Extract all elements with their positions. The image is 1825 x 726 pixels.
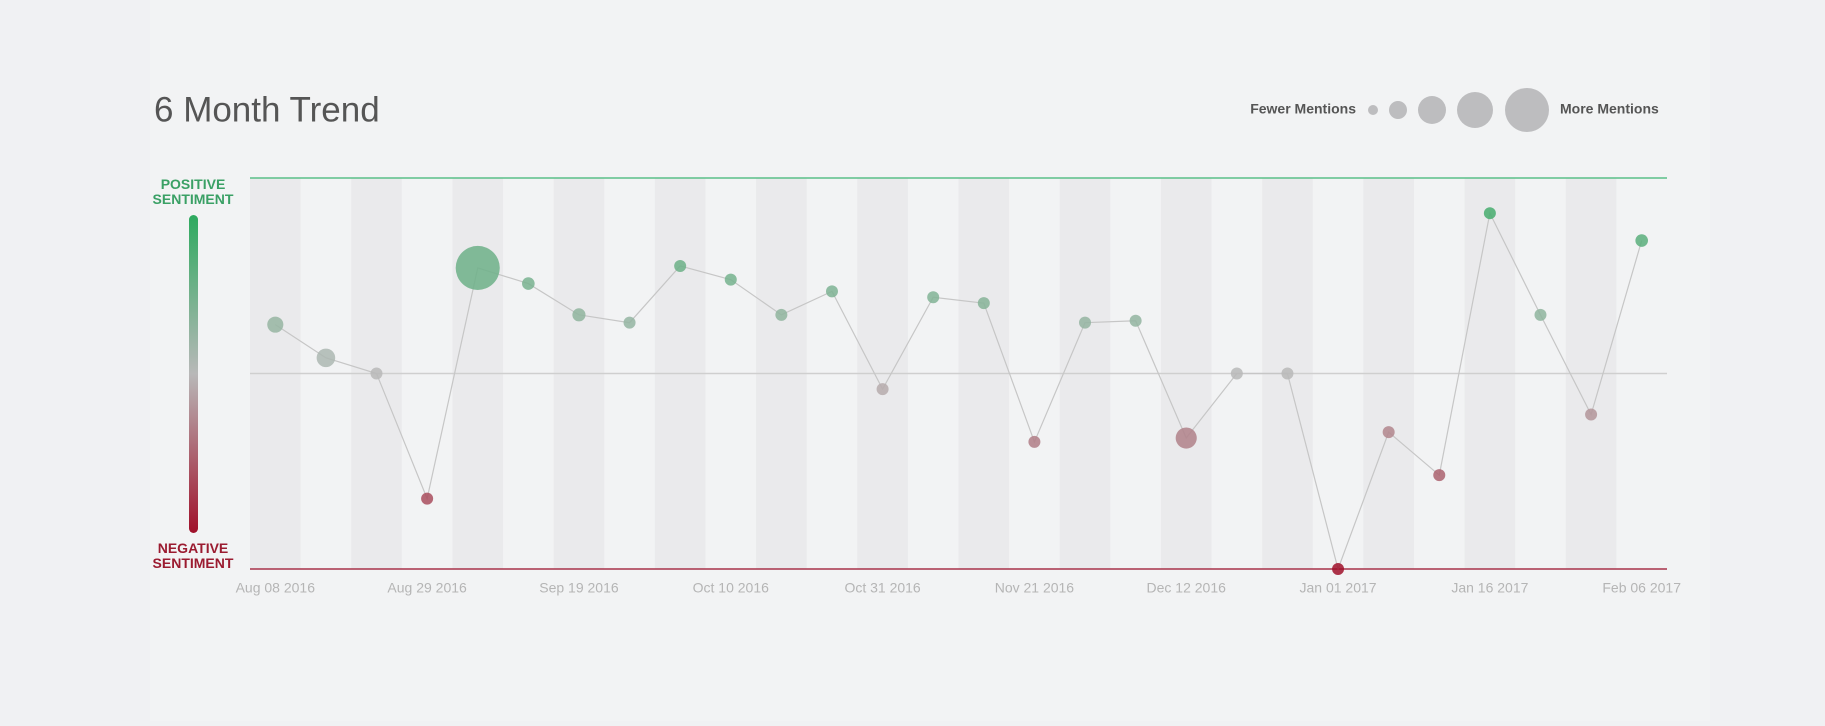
bubble (1433, 469, 1446, 482)
bubble (1585, 408, 1598, 421)
bubble (1635, 234, 1648, 247)
bubble (674, 259, 687, 272)
legend-size (1457, 92, 1493, 128)
bubble (455, 245, 500, 290)
bubble (522, 277, 535, 290)
x-tick-label: Jan 16 2017 (1451, 580, 1528, 596)
bubble (421, 492, 434, 505)
bubble (1534, 308, 1547, 321)
bubble (724, 273, 737, 286)
legend-size (1389, 101, 1407, 119)
bubble (1230, 367, 1243, 380)
x-tick-label: Sep 19 2016 (539, 580, 619, 596)
legend-size (1418, 96, 1446, 124)
bubble (977, 297, 990, 310)
bubble (927, 291, 940, 304)
bubble (1028, 435, 1041, 448)
bubble (1483, 207, 1496, 220)
legend-size (1505, 88, 1549, 132)
bubble (876, 383, 889, 396)
x-tick-label: Aug 08 2016 (236, 580, 316, 596)
bubble (623, 316, 636, 329)
x-tick-label: Feb 06 2017 (1602, 580, 1681, 596)
x-tick-label: Jan 01 2017 (1300, 580, 1377, 596)
bubble (1382, 426, 1395, 439)
bubble (316, 348, 336, 368)
panel (150, 0, 1710, 721)
bubble (572, 308, 586, 322)
bubble (1079, 316, 1092, 329)
bubble (370, 367, 383, 380)
bubble (1281, 367, 1294, 380)
x-tick-label: Aug 29 2016 (387, 580, 467, 596)
legend-size (1368, 105, 1378, 115)
bubble (1129, 314, 1142, 327)
bubble (267, 316, 284, 333)
bubble (825, 285, 838, 298)
bubble (1332, 563, 1345, 575)
negative-label: NEGATIVE SENTIMENT (152, 540, 234, 571)
x-tick-label: Oct 31 2016 (844, 580, 920, 596)
legend-large-label: More Mentions (1560, 101, 1659, 117)
x-tick-label: Oct 10 2016 (693, 580, 769, 596)
bubble (775, 308, 788, 321)
chart-title: 6 Month Trend (154, 90, 380, 129)
legend-small-label: Fewer Mentions (1250, 101, 1356, 117)
x-tick-label: Dec 12 2016 (1147, 580, 1227, 596)
sentiment-scale (189, 215, 198, 533)
bubble (1175, 427, 1197, 449)
positive-label: POSITIVE SENTIMENT (152, 176, 234, 207)
x-tick-label: Nov 21 2016 (995, 580, 1075, 596)
trend-line (274, 211, 1643, 572)
